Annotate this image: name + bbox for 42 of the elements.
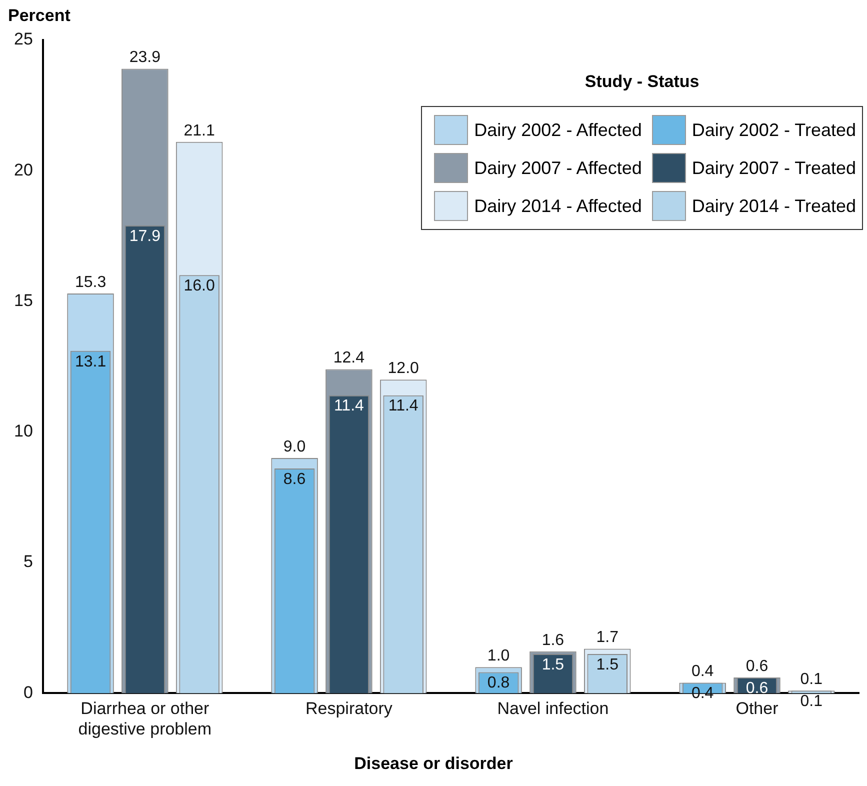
data-label: 1.7 (596, 629, 619, 646)
x-tick-label: Respiratory (305, 699, 393, 718)
legend-title: Study - Status (584, 72, 700, 92)
legend-label: Dairy 2007 - Treated (692, 158, 856, 178)
y-tick-label: 5 (23, 552, 33, 572)
data-label: 0.1 (800, 670, 823, 688)
data-label: 1.5 (596, 656, 619, 674)
data-label: 1.0 (487, 647, 510, 664)
data-label: 11.4 (334, 398, 364, 415)
data-label: 0.4 (691, 663, 714, 680)
data-label: 9.0 (283, 438, 306, 456)
data-label: 0.6 (746, 680, 768, 697)
legend-label: Dairy 2014 - Affected (474, 196, 642, 216)
legend-label: Dairy 2014 - Treated (692, 196, 856, 216)
data-label: 13.1 (74, 353, 106, 370)
x-tick-label: Diarrhea or other digestive problem (78, 699, 212, 738)
data-label: 12.0 (388, 360, 420, 378)
data-label: 17.9 (129, 228, 161, 245)
data-label: 11.4 (388, 398, 418, 415)
x-axis-title: Disease or disorder (353, 754, 514, 774)
legend-label: Dairy 2002 - Affected (474, 120, 642, 140)
data-label: 0.8 (487, 674, 510, 692)
data-label: 12.4 (333, 350, 365, 367)
data-label: 15.3 (74, 274, 106, 291)
x-tick-label: Navel infection (497, 699, 609, 718)
data-label: 21.1 (184, 122, 215, 140)
data-label: 23.9 (129, 49, 161, 66)
y-tick-label: 25 (14, 30, 33, 49)
legend-label: Dairy 2002 - Treated (692, 120, 856, 140)
data-label: 1.6 (542, 632, 564, 649)
data-label: 0.6 (746, 658, 768, 675)
data-label: 1.5 (542, 656, 564, 674)
x-tick-label: Other (736, 699, 779, 718)
data-label: 0.1 (800, 692, 823, 710)
data-label: 16.0 (184, 278, 215, 295)
y-tick-label: 20 (14, 160, 33, 180)
y-axis-title: Percent (8, 6, 70, 26)
data-label: 8.6 (283, 470, 306, 488)
legend-label: Dairy 2007 - Affected (474, 158, 642, 178)
y-tick-label: 10 (14, 422, 33, 441)
y-tick-label: 15 (14, 290, 33, 310)
y-tick-label: 0 (23, 682, 33, 702)
